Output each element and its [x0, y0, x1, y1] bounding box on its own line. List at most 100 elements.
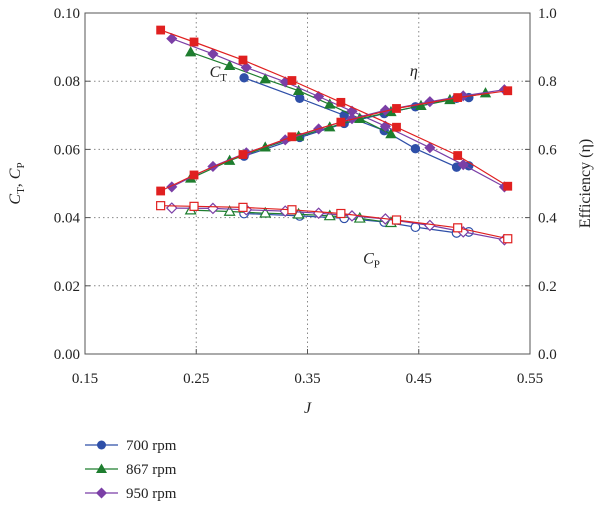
series-11 — [156, 86, 513, 196]
data-point — [287, 132, 297, 142]
data-point — [336, 208, 346, 219]
axes: 0.15 0.25 0.35 0.45 0.55 0.00 0.02 0.04 0.06 0.08… — [54, 6, 558, 387]
y-right-tick-label: 0.4 — [538, 211, 557, 227]
legend-marker-950 — [96, 487, 107, 499]
data-point — [346, 113, 358, 125]
series-1 — [185, 46, 397, 139]
data-point — [240, 61, 252, 74]
cp-subscript: P — [15, 162, 27, 168]
data-point — [259, 73, 271, 84]
data-point — [453, 151, 463, 160]
series-line — [171, 207, 505, 241]
annotation-eta: η — [410, 63, 418, 80]
y-axis-left-title: CT, CP — [7, 162, 27, 204]
data-point — [453, 93, 463, 102]
legend-entry-950: 950 rpm — [85, 486, 177, 502]
data-point — [287, 205, 297, 215]
y-right-tick-label: 0.8 — [538, 74, 557, 90]
x-tick-label: 0.55 — [517, 371, 543, 387]
x-tick-label: 0.45 — [406, 371, 432, 387]
legend-marker-700 — [97, 440, 106, 450]
series-7 — [156, 201, 513, 244]
annotation-ct-symbol: C — [210, 64, 221, 81]
data-point — [379, 104, 391, 116]
cp-symbol: C — [7, 168, 24, 179]
x-tick-label: 0.25 — [183, 371, 209, 387]
data-point — [353, 211, 366, 223]
data-point — [189, 37, 199, 47]
data-point — [156, 25, 166, 35]
y-left-tick-label: 0.00 — [54, 347, 80, 363]
data-point — [503, 234, 513, 244]
data-point — [238, 202, 248, 212]
legend-label-867: 867 rpm — [126, 462, 177, 478]
data-point — [156, 201, 166, 211]
data-point — [392, 104, 401, 113]
series-5 — [184, 203, 397, 228]
data-point — [259, 206, 272, 218]
data-point — [457, 159, 469, 171]
y-left-tick-label: 0.08 — [54, 74, 80, 90]
data-point — [185, 46, 197, 57]
data-point — [166, 33, 178, 45]
data-point — [391, 215, 402, 225]
y-right-tick-label: 0.2 — [538, 279, 557, 295]
x-tick-label: 0.15 — [72, 371, 98, 387]
label-separator: , — [7, 179, 24, 187]
series-line — [160, 90, 508, 192]
annotation-cp-subscript: P — [374, 259, 380, 271]
y-left-tick-label: 0.06 — [54, 142, 81, 158]
ct-subscript: T — [15, 187, 27, 194]
data-point — [189, 201, 199, 211]
ct-symbol: C — [7, 194, 24, 205]
legend-label-700: 700 rpm — [126, 438, 177, 454]
y-left-tick-label: 0.02 — [54, 279, 80, 295]
y-axis-right-title: Efficiency (η) — [577, 139, 594, 228]
data-point — [295, 93, 305, 103]
data-point — [156, 186, 166, 196]
series-line — [160, 205, 508, 240]
series-3 — [156, 25, 513, 191]
annotation-ct: CT — [210, 64, 228, 84]
data-point — [238, 150, 248, 159]
data-point — [223, 205, 236, 216]
y-right-tick-label: 1.0 — [538, 6, 557, 22]
data-point — [207, 202, 219, 215]
data-point — [292, 84, 305, 95]
data-point — [165, 202, 178, 214]
data-point — [336, 117, 346, 127]
legend-entry-700: 700 rpm — [85, 438, 177, 454]
data-point — [207, 48, 219, 60]
legend-marker-867 — [96, 463, 107, 473]
series-2 — [166, 33, 510, 193]
data-point — [324, 98, 336, 109]
data-point — [410, 144, 421, 154]
annotation-cp: CP — [363, 251, 380, 271]
y-left-tick-label: 0.04 — [54, 211, 81, 227]
series-layer — [156, 25, 513, 246]
data-point — [503, 86, 513, 96]
legend-label-950: 950 rpm — [126, 486, 177, 502]
y-right-tick-label: 0.0 — [538, 347, 557, 363]
data-point — [453, 223, 463, 233]
series-line — [160, 29, 509, 187]
y-right-tick-label: 0.6 — [538, 142, 557, 158]
data-point — [287, 76, 297, 85]
plot-frame — [84, 12, 531, 355]
y-left-tick-label: 0.10 — [54, 6, 80, 22]
series-line — [171, 38, 505, 188]
data-point — [336, 97, 346, 107]
data-point — [424, 96, 436, 108]
data-point — [223, 59, 236, 71]
data-point — [503, 181, 513, 191]
series-8 — [239, 92, 474, 161]
data-point — [323, 209, 336, 221]
legend: 700 rpm 867 rpm 950 rpm — [85, 438, 177, 502]
data-point — [239, 73, 249, 83]
legend-entry-867: 867 rpm — [85, 462, 177, 478]
data-point — [238, 55, 248, 65]
annotation-ct-subscript: T — [220, 72, 227, 84]
data-point — [392, 122, 401, 132]
annotation-cp-symbol: C — [363, 251, 374, 268]
